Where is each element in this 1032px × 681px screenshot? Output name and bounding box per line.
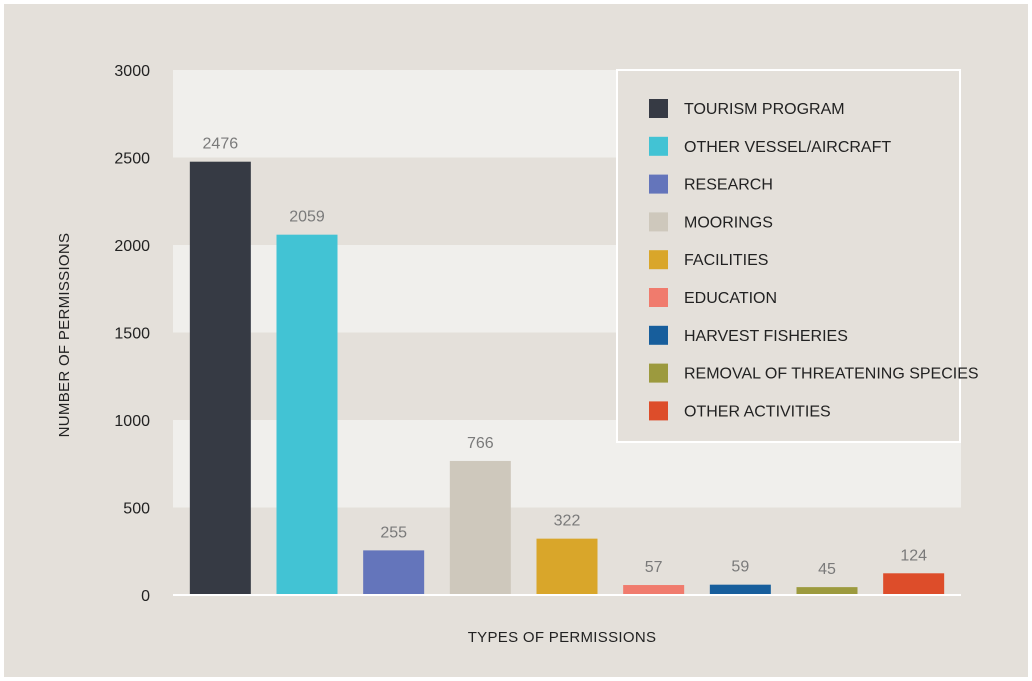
- bar-3: [363, 550, 425, 595]
- bar-value-label: 45: [818, 561, 836, 578]
- legend-swatch: [649, 212, 668, 232]
- bar-5: [536, 538, 598, 595]
- legend-swatch: [649, 99, 668, 118]
- bar-value-label: 2059: [289, 209, 325, 226]
- bar-value-label: 322: [554, 513, 581, 530]
- bar-2: [276, 234, 338, 596]
- legend-label: FACILITIES: [684, 252, 768, 269]
- y-tick-label: 1000: [114, 413, 150, 430]
- legend-swatch: [649, 250, 668, 270]
- bar-9: [883, 573, 945, 595]
- bar-value-label: 59: [731, 559, 749, 576]
- y-tick-label: 500: [123, 501, 150, 518]
- legend-label: EDUCATION: [684, 290, 777, 307]
- bar-chart: 2476 2059 255 766 322 57 59 45 124 0 500 1000 1500 2…: [56, 63, 979, 646]
- legend-label: MOORINGS: [684, 214, 773, 231]
- legend-label: REMOVAL OF THREATENING SPECIES: [684, 366, 979, 383]
- bar-8: [796, 587, 858, 595]
- bar-1: [189, 161, 251, 595]
- legend-label: TOURISM PROGRAM: [684, 101, 845, 118]
- legend-box: [616, 69, 961, 443]
- legend-items: TOURISM PROGRAM OTHER VESSEL/AIRCRAFT RESE…: [649, 99, 979, 421]
- value-labels-group: 2476 2059 255 766 322 57 59 45 124: [203, 136, 928, 578]
- legend-swatch: [649, 288, 668, 307]
- bar-value-label: 2476: [203, 136, 239, 153]
- legend-label: RESEARCH: [684, 177, 773, 194]
- bar-value-label: 255: [380, 524, 407, 541]
- bar-value-label: 57: [645, 559, 663, 576]
- y-tick-label: 2500: [114, 151, 150, 168]
- legend-swatch: [649, 136, 668, 156]
- bar-6: [623, 585, 685, 595]
- bar-4: [449, 460, 511, 595]
- bars-group: [189, 161, 945, 596]
- y-tick-label: 0: [141, 588, 150, 605]
- y-tick-label: 2000: [114, 238, 150, 255]
- y-axis-ticks: 0 500 1000 1500 2000 2500 3000: [114, 63, 150, 605]
- y-axis-title: NUMBER OF PERMISSIONS: [56, 233, 73, 438]
- x-axis-title: TYPES OF PERMISSIONS: [468, 629, 657, 646]
- bar-7: [709, 584, 771, 595]
- legend-label: OTHER ACTIVITIES: [684, 403, 831, 420]
- chart-frame: 2476 2059 255 766 322 57 59 45 124 0 500 1000 1500 2…: [4, 4, 1028, 677]
- legend-swatch: [649, 363, 668, 383]
- legend-label: HARVEST FISHERIES: [684, 328, 848, 345]
- legend: TOURISM PROGRAM OTHER VESSEL/AIRCRAFT RESE…: [616, 69, 979, 443]
- legend-swatch: [649, 174, 668, 194]
- bar-value-label: 766: [467, 435, 494, 452]
- legend-label: OTHER VESSEL/AIRCRAFT: [684, 139, 891, 156]
- y-tick-label: 1500: [114, 326, 150, 343]
- y-tick-label: 3000: [114, 63, 150, 80]
- legend-swatch: [649, 401, 668, 421]
- bar-value-label: 124: [900, 547, 927, 564]
- legend-swatch: [649, 325, 668, 345]
